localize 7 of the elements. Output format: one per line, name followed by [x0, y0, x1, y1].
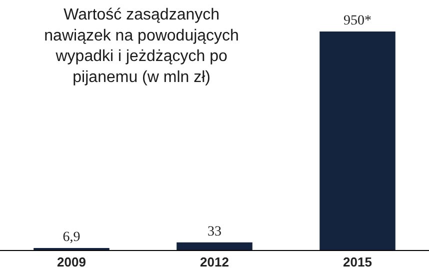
data-label: 33 — [208, 224, 222, 240]
chart-title: Wartość zasądzanych nawiązek na powodujących wypadki i jeżdżących po pijanemu (w mln zł) — [44, 6, 239, 86]
x-tick-label: 2012 — [200, 254, 229, 270]
data-label: 6,9 — [62, 230, 80, 245]
x-tick-label: 2009 — [57, 254, 86, 270]
data-label: 950* — [344, 14, 372, 28]
x-tick-label: 2015 — [343, 254, 372, 270]
